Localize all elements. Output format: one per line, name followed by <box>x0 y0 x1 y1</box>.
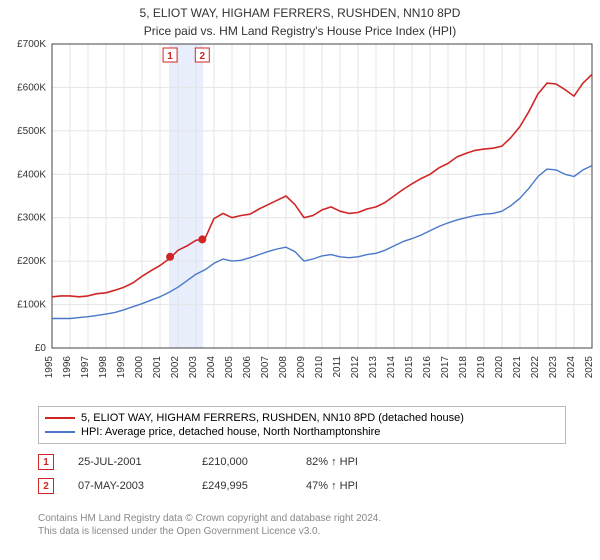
x-tick-label: 2009 <box>296 356 307 379</box>
chart-area: £0 £100K £200K £300K £400K £500K £600K £700K 199… <box>0 38 600 398</box>
x-tick-label: 2010 <box>314 356 325 379</box>
x-tick-label: 2019 <box>476 356 487 379</box>
x-tick-label: 2020 <box>494 356 505 379</box>
highlight-band <box>169 44 203 348</box>
sale-row: 1 25-JUL-2001 £210,000 82% ↑ HPI <box>38 450 566 474</box>
x-tick-label: 2015 <box>404 356 415 379</box>
footnote-line1: Contains HM Land Registry data © Crown c… <box>38 512 566 525</box>
legend-swatch <box>45 431 75 433</box>
line-chart-svg: £0 £100K £200K £300K £400K £500K £600K £700K 199… <box>0 38 600 398</box>
y-tick-label: £700K <box>17 39 46 50</box>
sale-marker-number: 2 <box>200 51 206 62</box>
sales-table: 1 25-JUL-2001 £210,000 82% ↑ HPI 2 07-MAY-200… <box>38 450 566 498</box>
x-tick-label: 1998 <box>98 356 109 379</box>
x-tick-label: 2008 <box>278 356 289 379</box>
legend-row: 5, ELIOT WAY, HIGHAM FERRERS, RUSHDEN, N… <box>45 411 559 425</box>
legend-row: HPI: Average price, detached house, Nort… <box>45 425 559 439</box>
x-tick-label: 2016 <box>422 356 433 379</box>
y-tick-label: £200K <box>17 256 46 267</box>
y-tick-label: £100K <box>17 300 46 311</box>
footnote: Contains HM Land Registry data © Crown c… <box>38 512 566 538</box>
x-tick-label: 2012 <box>350 356 361 379</box>
sale-pct: 82% ↑ HPI <box>306 456 406 468</box>
sale-dot <box>166 253 174 261</box>
y-tick-label: £600K <box>17 82 46 93</box>
x-tick-label: 2018 <box>458 356 469 379</box>
sale-dot <box>198 235 206 243</box>
legend-swatch <box>45 417 75 419</box>
sale-marker-number: 1 <box>167 51 173 62</box>
x-tick-label: 1996 <box>62 356 73 379</box>
legend-label: 5, ELIOT WAY, HIGHAM FERRERS, RUSHDEN, N… <box>81 412 464 424</box>
x-tick-label: 2003 <box>188 356 199 379</box>
y-tick-label: £300K <box>17 213 46 224</box>
sale-pct: 47% ↑ HPI <box>306 480 406 492</box>
x-tick-label: 2007 <box>260 356 271 379</box>
x-tick-label: 2014 <box>386 356 397 379</box>
x-tick-label: 2017 <box>440 356 451 379</box>
x-tick-label: 2006 <box>242 356 253 379</box>
footnote-line2: This data is licensed under the Open Gov… <box>38 525 566 538</box>
x-tick-label: 2023 <box>548 356 559 379</box>
sale-row: 2 07-MAY-2003 £249,995 47% ↑ HPI <box>38 474 566 498</box>
x-tick-label: 1995 <box>44 356 55 379</box>
chart-title-line2: Price paid vs. HM Land Registry's House … <box>0 22 600 38</box>
x-tick-label: 2022 <box>530 356 541 379</box>
chart-title-line1: 5, ELIOT WAY, HIGHAM FERRERS, RUSHDEN, N… <box>0 0 600 22</box>
sale-price: £210,000 <box>202 456 282 468</box>
legend-box: 5, ELIOT WAY, HIGHAM FERRERS, RUSHDEN, N… <box>38 406 566 444</box>
sale-date: 07-MAY-2003 <box>78 480 178 492</box>
x-tick-label: 2004 <box>206 356 217 379</box>
y-tick-label: £400K <box>17 169 46 180</box>
y-tick-label: £500K <box>17 126 46 137</box>
sale-price: £249,995 <box>202 480 282 492</box>
x-tick-label: 2025 <box>584 356 595 379</box>
x-tick-label: 2021 <box>512 356 523 379</box>
x-tick-label: 2024 <box>566 356 577 379</box>
x-tick-label: 2001 <box>152 356 163 379</box>
sale-date: 25-JUL-2001 <box>78 456 178 468</box>
sale-marker-box: 1 <box>38 454 54 470</box>
legend-label: HPI: Average price, detached house, Nort… <box>81 426 380 438</box>
sale-marker-box: 2 <box>38 478 54 494</box>
x-tick-label: 2002 <box>170 356 181 379</box>
x-tick-label: 2005 <box>224 356 235 379</box>
x-tick-label: 1999 <box>116 356 127 379</box>
y-tick-label: £0 <box>35 343 47 354</box>
x-tick-label: 2011 <box>332 356 343 378</box>
x-tick-label: 2013 <box>368 356 379 379</box>
x-tick-label: 2000 <box>134 356 145 379</box>
x-tick-label: 1997 <box>80 356 91 379</box>
